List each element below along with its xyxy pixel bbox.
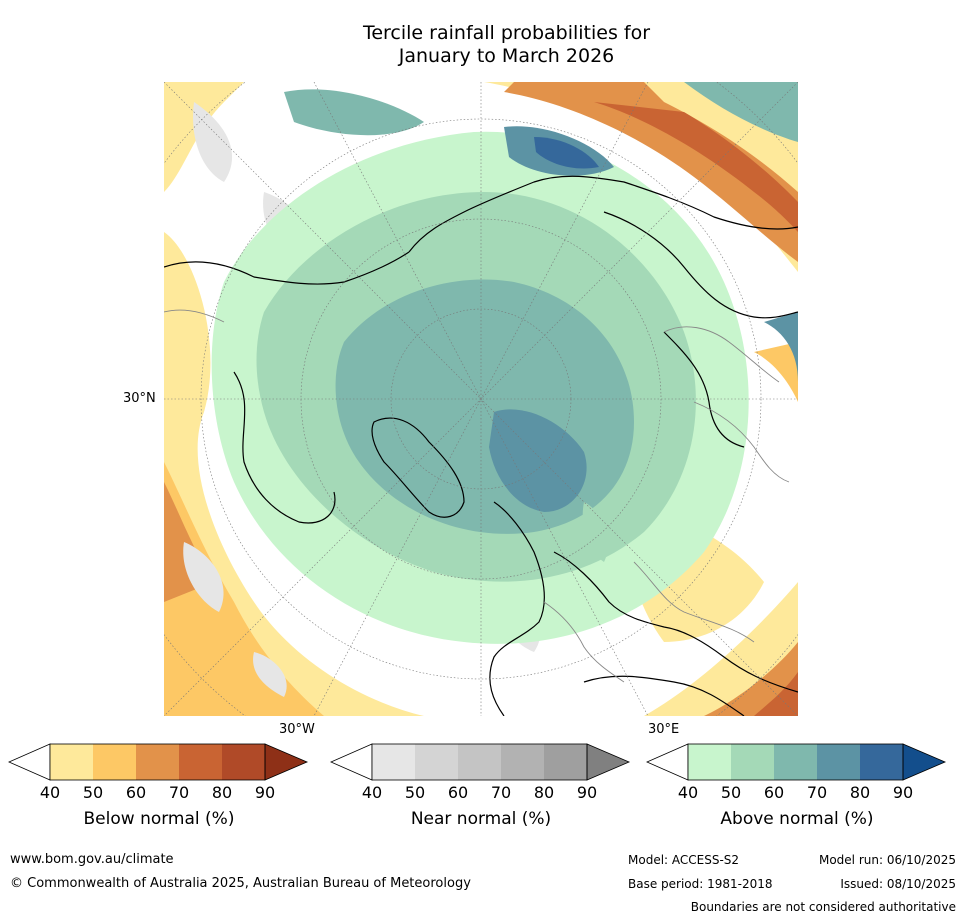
title-line-1: Tercile rainfall probabilities for [362, 22, 651, 44]
colorbar-near-normal-swatches [330, 743, 631, 781]
issued-text: Issued: 08/10/2025 [840, 877, 956, 891]
map-title: Tercile rainfall probabilities for Janua… [160, 22, 853, 68]
near-normal-swatch-max [586, 743, 631, 781]
below-normal-ticks: 40 50 60 70 80 90 [8, 783, 310, 803]
near-normal-swatch-50 [415, 744, 458, 780]
above-normal-swatch-max [902, 743, 947, 781]
above-normal-swatch-80 [860, 744, 903, 780]
above-normal-tick-label: 40 [677, 783, 699, 802]
above-normal-swatch-min [646, 743, 689, 781]
coastlines [164, 175, 798, 716]
near-normal-swatch-70 [501, 744, 544, 780]
model-run-text: Model run: 06/10/2025 [818, 853, 956, 867]
near-normal-swatch-80 [544, 744, 587, 780]
above-normal-tick-label: 90 [892, 783, 914, 802]
below-normal-frame [49, 743, 266, 781]
colorbar-near-normal-label: Near normal (%) [410, 809, 552, 829]
near-normal-tick-label: 70 [490, 783, 512, 802]
near-normal-swatch-40 [372, 744, 415, 780]
longitude-label-west: 30°W [279, 722, 315, 737]
colorbar-above-normal-swatches [646, 743, 947, 781]
above-normal-tick-label: 60 [763, 783, 785, 802]
below-normal-swatch-40 [50, 744, 93, 780]
longitude-label-east: 30°E [648, 722, 680, 737]
near-normal-ticks: 40 50 60 70 80 90 [330, 783, 632, 803]
above-normal-swatch-60 [774, 744, 817, 780]
below-normal-swatch-70 [179, 744, 222, 780]
graticule [164, 82, 798, 716]
below-normal-swatch-min [8, 743, 51, 781]
below-normal-tick-label: 60 [125, 783, 147, 802]
below-normal-tick-label: 80 [211, 783, 233, 802]
above-normal-tick-label: 70 [806, 783, 828, 802]
above-normal-swatch-50 [731, 744, 774, 780]
below-normal-tick-label: 40 [39, 783, 61, 802]
disclaimer-text: Boundaries are not considered authoritat… [690, 900, 956, 914]
below-normal-tick-label: 90 [254, 783, 276, 802]
title-line-2: January to March 2026 [398, 45, 615, 67]
below-normal-swatch-50 [93, 744, 136, 780]
above-normal-ticks: 40 50 60 70 80 90 [646, 783, 948, 803]
near-normal-tick-label: 80 [533, 783, 555, 802]
colorbar-below-normal-label: Below normal (%) [83, 809, 235, 829]
near-normal-tick-label: 60 [447, 783, 469, 802]
colorbar-above-normal: Above normal (%) 40 50 60 70 80 90 [646, 743, 948, 843]
below-normal-swatch-60 [136, 744, 179, 780]
website-link[interactable]: www.bom.gov.au/climate [10, 852, 174, 867]
above-normal-regions [211, 82, 798, 644]
colorbar-below-normal: Below normal (%) 40 50 60 70 80 90 [8, 743, 310, 843]
above-normal-swatch-40 [688, 744, 731, 780]
below-normal-swatch-80 [222, 744, 265, 780]
above-normal-swatch-70 [817, 744, 860, 780]
colorbar-above-normal-label: Above normal (%) [720, 809, 874, 829]
near-normal-tick-label: 50 [404, 783, 426, 802]
copyright-text: © Commonwealth of Australia 2025, Austra… [10, 876, 471, 891]
model-text: Model: ACCESS-S2 [628, 853, 740, 867]
country-borders [164, 309, 790, 683]
colorbar-below-normal-swatches [8, 743, 309, 781]
below-normal-tick-label: 70 [168, 783, 190, 802]
forecast-map [164, 82, 798, 716]
near-normal-swatch-min [330, 743, 373, 781]
near-normal-tick-label: 90 [576, 783, 598, 802]
near-normal-swatch-60 [458, 744, 501, 780]
below-normal-tick-label: 50 [82, 783, 104, 802]
base-period-text: Base period: 1981-2018 [628, 877, 773, 891]
above-normal-frame [687, 743, 904, 781]
near-normal-frame [371, 743, 588, 781]
above-normal-tick-label: 50 [720, 783, 742, 802]
below-normal-swatch-max [264, 743, 309, 781]
latitude-label: 30°N [123, 391, 156, 406]
colorbar-near-normal: Near normal (%) 40 50 60 70 80 90 [330, 743, 632, 843]
above-normal-tick-label: 80 [849, 783, 871, 802]
near-normal-tick-label: 40 [361, 783, 383, 802]
